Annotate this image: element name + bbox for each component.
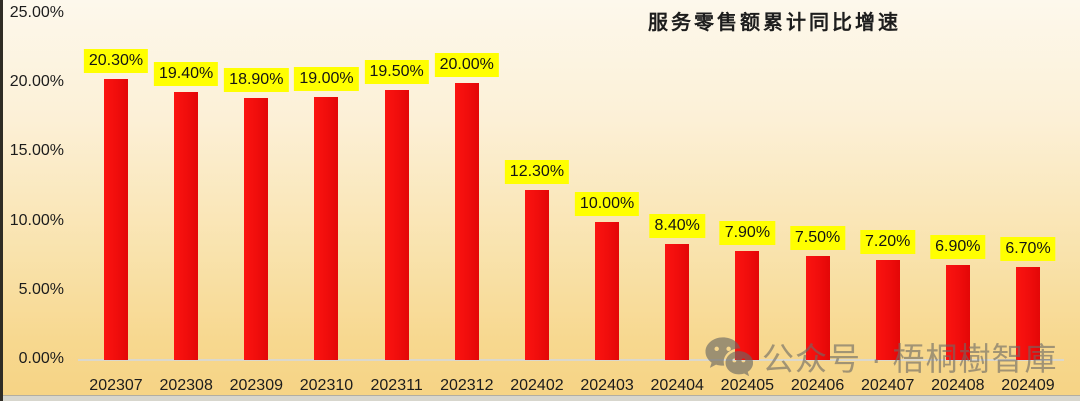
bar-value-label: 19.50% [364, 60, 429, 85]
x-axis-tick-label: 202310 [299, 377, 354, 394]
x-axis-tick-label: 202409 [1001, 377, 1055, 394]
bar [244, 98, 269, 360]
bar [1016, 267, 1040, 360]
y-axis-tick-label: 15.00% [9, 142, 64, 160]
y-axis-tick-label: 5.00% [18, 280, 64, 298]
x-axis-tick-label: 202312 [440, 377, 494, 394]
bar-value-label: 7.20% [860, 230, 916, 255]
x-axis-tick-label: 202308 [159, 377, 213, 394]
x-axis-tick-label: 202402 [510, 377, 564, 394]
bar [595, 221, 620, 360]
x-axis-tick-label: 202404 [650, 377, 704, 394]
bottom-edge-strip [0, 395, 1080, 401]
x-axis-line [78, 359, 1064, 361]
bar-value-label: 8.40% [649, 213, 705, 238]
bar [805, 256, 830, 360]
bar-value-label: 7.90% [719, 220, 776, 245]
bar-value-label: 6.70% [1000, 237, 1056, 262]
bar-value-label: 19.40% [154, 61, 219, 86]
bar-value-label: 20.00% [434, 53, 499, 78]
x-axis-tick-label: 202405 [720, 377, 775, 394]
bar [735, 250, 760, 360]
x-axis-tick-label: 202407 [860, 377, 915, 394]
bar [174, 91, 199, 360]
chart-title: 服务零售额累计同比增速 [648, 12, 901, 34]
x-axis-tick-label: 202311 [370, 377, 423, 394]
x-axis-tick-label: 202307 [89, 377, 143, 394]
bar [524, 189, 549, 360]
bar [314, 97, 339, 360]
y-axis-tick-label: 0.00% [18, 350, 64, 367]
bar [665, 243, 690, 360]
bar-value-label: 20.30% [83, 49, 149, 74]
screen-left-edge [0, 0, 3, 401]
bar-value-label: 7.50% [789, 226, 846, 251]
bar-value-label: 10.00% [574, 191, 640, 216]
y-axis-tick-label: 10.00% [9, 211, 64, 229]
x-axis-tick-label: 202309 [229, 377, 283, 394]
x-axis-tick-label: 202406 [790, 377, 845, 394]
bar [945, 264, 970, 360]
bar-value-label: 19.00% [294, 67, 359, 92]
bar [104, 79, 128, 360]
bar [384, 90, 409, 360]
y-axis-tick-label: 25.00% [9, 4, 64, 21]
x-axis-tick-label: 202403 [580, 377, 634, 394]
y-axis-tick-label: 20.00% [9, 73, 64, 91]
bar-value-label: 12.30% [504, 159, 570, 184]
x-axis-tick-label: 202408 [931, 377, 985, 394]
bar-value-label: 18.90% [224, 68, 289, 93]
bar-value-label: 6.90% [930, 234, 986, 259]
bar [454, 83, 479, 360]
bar [875, 260, 900, 360]
